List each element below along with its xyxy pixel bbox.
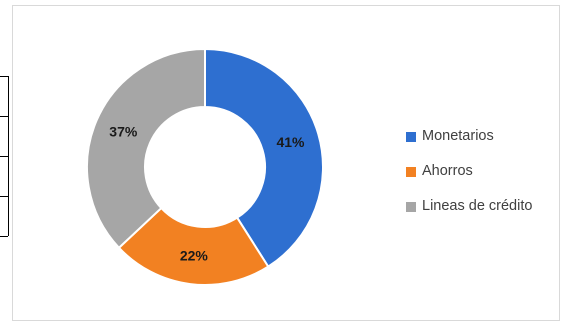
- table-row: [0, 157, 8, 197]
- left-table-fragment: [0, 76, 9, 237]
- donut-slice-ahorros[interactable]: [117, 206, 270, 286]
- legend-swatch-monetarios: [406, 131, 416, 142]
- donut-slice-monetarios[interactable]: [204, 47, 324, 269]
- table-row: [0, 117, 8, 157]
- chart-legend: Monetarios Ahorros Lineas de crédito: [406, 119, 532, 224]
- donut-slice-lineas-de-credito[interactable]: [86, 47, 206, 250]
- legend-swatch-lineas-de-credito: [406, 201, 416, 212]
- table-row: [0, 77, 8, 117]
- legend-label-monetarios: Monetarios: [422, 128, 494, 144]
- data-label-ahorros: 22%: [180, 247, 209, 263]
- legend-item-ahorros: Ahorros: [406, 154, 532, 189]
- legend-item-lineas-de-credito: Lineas de crédito: [406, 189, 532, 224]
- legend-label-ahorros: Ahorros: [422, 163, 473, 179]
- table-row: [0, 197, 8, 237]
- data-label-lineas-de-credito: 37%: [109, 124, 138, 140]
- legend-label-lineas-de-credito: Lineas de crédito: [422, 198, 533, 214]
- data-label-monetarios: 41%: [276, 134, 305, 150]
- legend-swatch-ahorros: [406, 166, 416, 177]
- legend-item-monetarios: Monetarios: [406, 119, 532, 154]
